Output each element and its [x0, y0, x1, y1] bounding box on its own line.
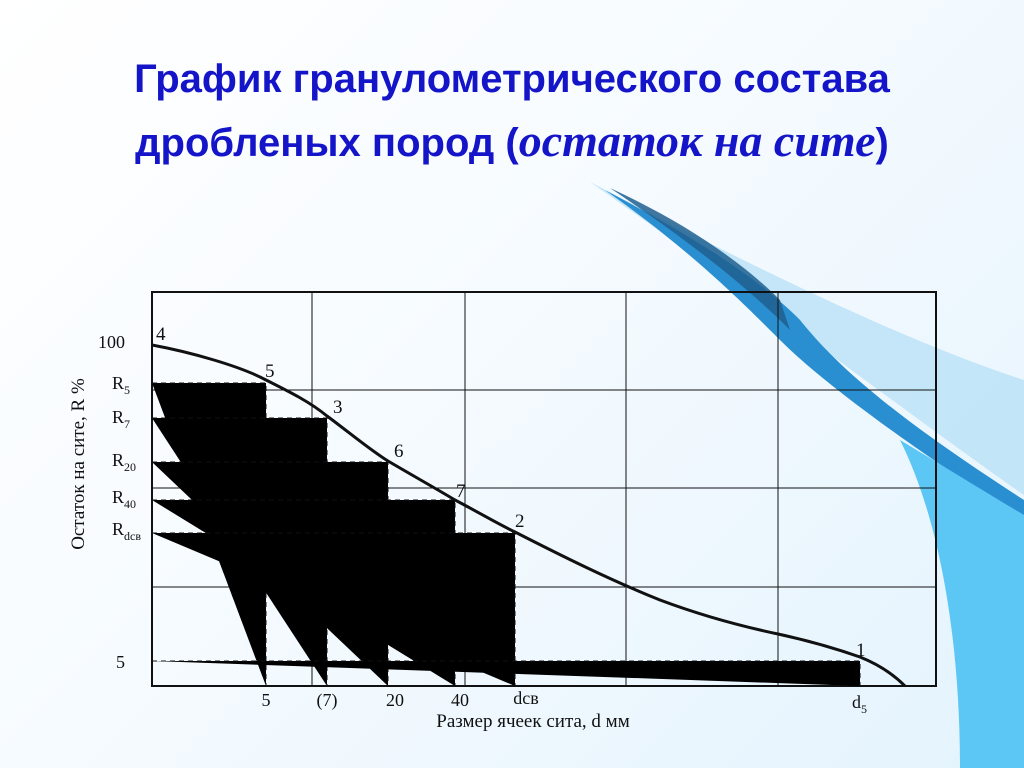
x-tick-label: (7): [317, 690, 338, 711]
y-tick-label: R5: [112, 373, 130, 397]
x-axis-title: Размер ячеек сита, d мм: [436, 711, 629, 732]
point-label-5: 5: [265, 361, 275, 382]
y-tick-label: 100: [98, 332, 125, 352]
point-label-4: 4: [156, 324, 166, 345]
x-tick-label: d5: [852, 692, 867, 716]
x-tick-label: 40: [451, 690, 469, 710]
decorative-swoosh: [590, 182, 1024, 768]
x-tick-label: 5: [262, 690, 271, 710]
point-label-2: 2: [515, 511, 525, 532]
guide-point-1: [152, 660, 861, 686]
dashed-guides: [152, 382, 861, 686]
x-tick-label: 20: [386, 690, 404, 710]
y-axis-title: Остаток на сите, R %: [68, 378, 89, 550]
y-tick-label: 5: [116, 652, 125, 672]
point-label-7: 7: [456, 481, 466, 502]
x-tick-label: dсв: [513, 688, 539, 708]
y-tick-label: R20: [112, 450, 136, 474]
y-tick-label: R7: [112, 407, 130, 431]
y-tick-label: Rdсв: [112, 519, 141, 543]
page-title: График гранулометрического состава дробл…: [134, 57, 890, 166]
grading-curve: [151, 343, 907, 688]
plot-frame: [151, 291, 937, 687]
point-label-3: 3: [333, 397, 343, 418]
point-label-6: 6: [394, 441, 404, 462]
y-tick-label: R40: [112, 487, 136, 511]
point-label-1: 1: [856, 640, 866, 661]
title-italic: остаток на сите: [518, 115, 876, 166]
